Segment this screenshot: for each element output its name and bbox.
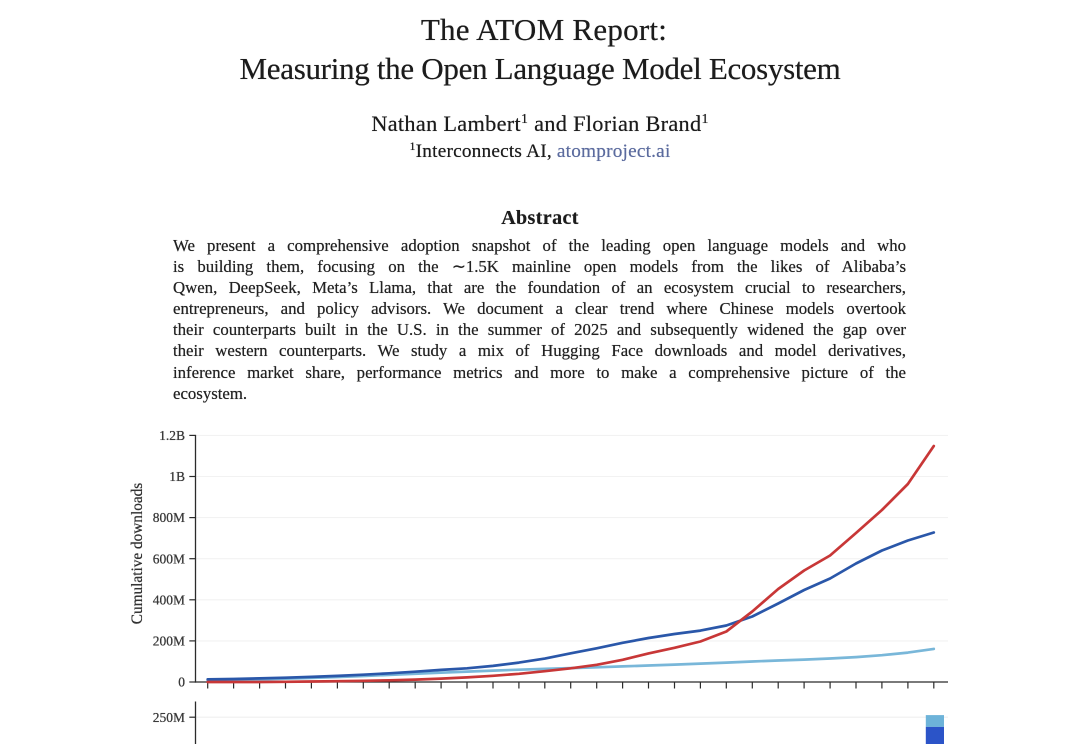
svg-text:600M: 600M bbox=[153, 551, 185, 566]
svg-text:400M: 400M bbox=[153, 592, 185, 607]
svg-text:200M: 200M bbox=[153, 634, 185, 649]
svg-text:800M: 800M bbox=[153, 510, 185, 525]
svg-text:1.2B: 1.2B bbox=[159, 428, 185, 443]
svg-text:Cumulative downloads: Cumulative downloads bbox=[129, 483, 146, 625]
svg-text:0: 0 bbox=[178, 675, 185, 690]
svg-text:1B: 1B bbox=[169, 469, 185, 484]
svg-text:250M: 250M bbox=[153, 710, 185, 725]
